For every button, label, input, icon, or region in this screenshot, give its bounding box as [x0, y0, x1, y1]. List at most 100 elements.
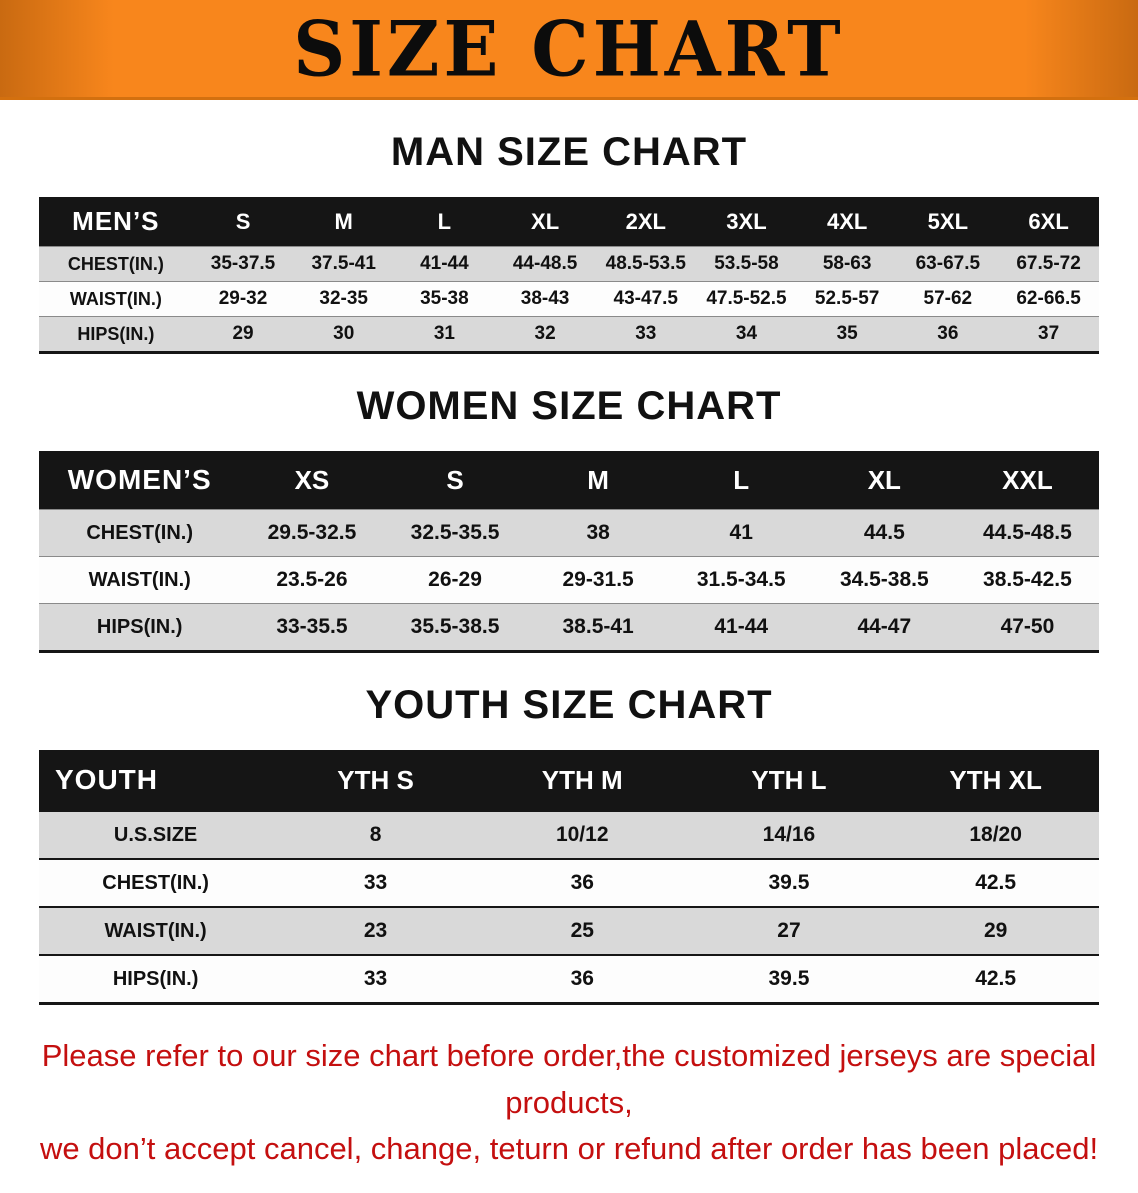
table-row: WAIST(IN.) 23.5-26 26-29 29-31.5 31.5-34.5 34…: [39, 556, 1099, 604]
column-header: YTH XL: [892, 750, 1099, 811]
column-header: 4XL: [796, 197, 898, 247]
size-value: 42.5: [975, 967, 1017, 990]
column-header: YTH M: [478, 750, 686, 811]
row-label: CHEST(IN.): [102, 871, 209, 894]
women-section-heading: WOMEN SIZE CHART: [356, 384, 782, 428]
size-value: 34.5-38.5: [839, 568, 929, 591]
size-value: 26-29: [428, 568, 482, 591]
table-row: CHEST(IN.) 33 36 39.5 42.5: [39, 859, 1099, 907]
size-value: 35.5-38.5: [410, 615, 500, 638]
size-value: 32.5-35.5: [410, 521, 500, 544]
column-header: L: [669, 451, 813, 510]
youth-section-heading: YOUTH SIZE CHART: [365, 683, 773, 727]
size-value: 35: [836, 323, 858, 344]
size-value: 34: [735, 323, 758, 344]
size-value: 36: [937, 323, 959, 344]
size-value: 31: [433, 323, 455, 344]
men-size-table: MEN’S S M L XL 2XL 3XL 4XL 5XL 6XL CHEST(IN.) 35-37…: [39, 197, 1099, 354]
column-header: XL: [812, 451, 956, 510]
size-value: 37: [1038, 323, 1060, 344]
size-value: 44.5-48.5: [983, 521, 1072, 544]
size-value: 35-37.5: [210, 253, 276, 274]
column-header: YTH S: [272, 750, 479, 811]
size-value: 33: [363, 871, 388, 894]
size-value: 57-62: [923, 288, 973, 309]
size-value: 36: [570, 967, 594, 990]
size-value: 44-48.5: [512, 253, 578, 274]
column-header: S: [192, 197, 294, 247]
men-section-heading: MAN SIZE CHART: [390, 130, 748, 174]
column-header: S: [383, 451, 527, 510]
size-value: 29: [983, 919, 1008, 942]
column-header: 2XL: [595, 197, 697, 247]
size-value: 39.5: [768, 871, 810, 894]
section-men: MAN SIZE CHART MEN’S S M L XL 2XL 3XL 4XL 5XL 6XL C…: [0, 130, 1138, 354]
women-table-label: WOMEN’S: [39, 451, 241, 510]
size-value: 33: [635, 323, 657, 344]
size-value: 43-47.5: [613, 288, 678, 309]
column-header: M: [526, 451, 670, 510]
size-value: 37.5-41: [311, 253, 376, 274]
table-row: HIPS(IN.) 33-35.5 35.5-38.5 38.5-41 41-44 44-…: [39, 603, 1099, 652]
size-value: 62-66.5: [1016, 288, 1081, 309]
size-value: 44.5: [863, 521, 905, 544]
size-value: 47-50: [1000, 615, 1055, 638]
header-row: MEN’S S M L XL 2XL 3XL 4XL 5XL 6XL: [39, 197, 1099, 247]
column-header: 5XL: [897, 197, 999, 247]
row-label: HIPS(IN.): [112, 967, 199, 990]
size-value: 32-35: [319, 288, 369, 309]
size-value: 14/16: [762, 823, 816, 846]
header-row: YOUTH YTH S YTH M YTH L YTH XL: [39, 750, 1099, 811]
sections-container: MAN SIZE CHART MEN’S S M L XL 2XL 3XL 4XL 5XL 6XL C…: [0, 130, 1138, 1005]
size-value: 41-44: [420, 253, 469, 274]
table-row: CHEST(IN.) 35-37.5 37.5-41 41-44 44-48.5 48.5…: [39, 246, 1099, 282]
size-value: 53.5-58: [714, 253, 779, 274]
size-value: 44-47: [857, 615, 912, 638]
row-label: WAIST(IN.): [69, 288, 162, 309]
size-value: 42.5: [975, 871, 1017, 894]
size-value: 29: [232, 323, 254, 344]
size-value: 32: [534, 323, 556, 344]
size-value: 31.5-34.5: [696, 568, 786, 591]
size-value: 67.5-72: [1016, 253, 1081, 274]
size-value: 23.5-26: [276, 568, 348, 591]
column-header: 3XL: [696, 197, 797, 247]
size-value: 38.5-41: [562, 615, 634, 638]
size-value: 30: [333, 323, 355, 344]
column-header: 6XL: [998, 197, 1099, 247]
column-header: M: [293, 197, 395, 247]
size-value: 29-32: [218, 288, 268, 309]
size-value: 47.5-52.5: [706, 288, 787, 309]
table-row: CHEST(IN.) 29.5-32.5 32.5-35.5 38 41 44.5 44.5…: [39, 509, 1099, 557]
row-label: WAIST(IN.): [104, 919, 207, 942]
size-value: 41: [729, 521, 753, 544]
size-value: 27: [777, 919, 801, 942]
column-header: XL: [494, 197, 596, 247]
section-youth: YOUTH SIZE CHART YOUTH YTH S YTH M YTH L YTH …: [0, 683, 1138, 1005]
column-header: XS: [240, 451, 384, 510]
row-label: HIPS(IN.): [96, 615, 183, 638]
size-value: 48.5-53.5: [605, 253, 686, 274]
size-value: 33-35.5: [276, 615, 348, 638]
row-label: U.S.SIZE: [113, 823, 198, 846]
size-value: 29-31.5: [562, 568, 634, 591]
size-value: 18/20: [969, 823, 1022, 846]
women-size-table: WOMEN’S XS S M L XL XXL CHEST(IN.) 29.5-32.5 32.5…: [39, 451, 1099, 653]
size-value: 36: [570, 871, 594, 894]
size-value: 38.5-42.5: [983, 568, 1072, 591]
men-table-label: MEN’S: [39, 197, 193, 247]
column-header: XXL: [955, 451, 1099, 510]
footer-note: Please refer to our size chart before or…: [18, 1033, 1120, 1173]
youth-size-table: YOUTH YTH S YTH M YTH L YTH XL U.S.SIZE 8 10/12…: [39, 750, 1099, 1005]
banner: SIZE CHART: [0, 0, 1138, 100]
table-row: WAIST(IN.) 23 25 27 29: [39, 907, 1099, 955]
table-row: HIPS(IN.) 29 30 31 32 33 34 35 36 37: [39, 316, 1099, 353]
size-value: 63-67.5: [915, 253, 981, 274]
page-title: SIZE CHART: [293, 3, 845, 93]
row-label: CHEST(IN.): [67, 253, 164, 274]
row-label: HIPS(IN.): [77, 323, 155, 344]
footer-note-line-2: we don’t accept cancel, change, teturn o…: [39, 1131, 1099, 1166]
table-row: U.S.SIZE 8 10/12 14/16 18/20: [39, 811, 1099, 859]
row-label: CHEST(IN.): [86, 521, 194, 544]
